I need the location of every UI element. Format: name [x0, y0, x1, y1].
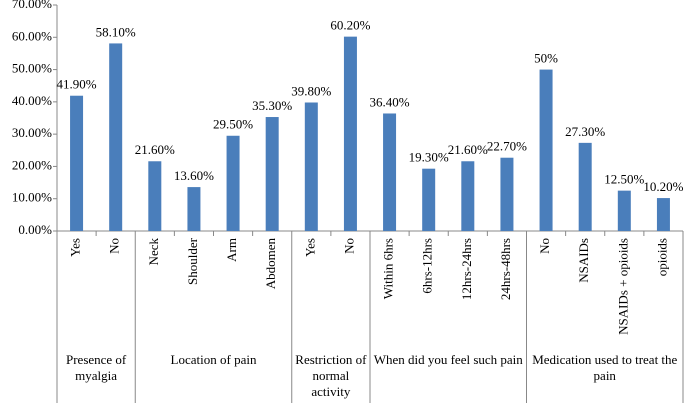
x-tick-label: NSAIDs + opioids [615, 238, 630, 335]
x-tick-label: Yes [68, 238, 83, 257]
bar [70, 95, 84, 231]
bar [539, 69, 553, 231]
group-label: Restriction of normal activity [295, 352, 367, 399]
value-label: 13.60% [174, 168, 214, 183]
bar [422, 168, 436, 231]
bar [304, 102, 318, 231]
bar [343, 36, 357, 231]
group-label: Medication used to treat the pain [532, 352, 678, 383]
value-label: 22.70% [487, 139, 527, 154]
bar [109, 43, 123, 231]
y-tick-label: 0.00% [18, 222, 52, 237]
bar [617, 190, 631, 231]
y-tick-label: 20.00% [12, 157, 52, 172]
value-label: 10.20% [643, 179, 683, 194]
bar [265, 117, 279, 231]
bar [578, 142, 592, 231]
bar [383, 113, 397, 231]
value-label: 36.40% [370, 94, 410, 109]
bar [656, 198, 670, 231]
y-tick-label: 40.00% [12, 93, 52, 108]
value-label: 41.90% [57, 77, 97, 92]
value-label: 27.30% [565, 124, 605, 139]
value-label: 35.30% [252, 98, 292, 113]
x-tick-label: 6hrs-12hrs [420, 238, 435, 294]
x-tick-label: No [537, 238, 552, 254]
bar [148, 161, 162, 231]
x-tick-label: NSAIDs [576, 238, 591, 283]
value-label: 60.20% [330, 18, 370, 33]
bar [226, 135, 240, 231]
y-tick-label: 50.00% [12, 61, 52, 76]
x-tick-label: 24hrs-48hrs [498, 238, 513, 300]
bar [461, 161, 475, 231]
y-tick-label: 30.00% [12, 125, 52, 140]
y-tick-label: 60.00% [12, 28, 52, 43]
value-label: 39.80% [291, 83, 331, 98]
group-label: When did you feel such pain [373, 352, 523, 367]
x-tick-label: Yes [302, 238, 317, 257]
bar [187, 187, 201, 231]
x-tick-label: opioids [654, 238, 669, 276]
value-label: 21.60% [135, 142, 175, 157]
value-label: 21.60% [448, 142, 488, 157]
y-tick-label: 10.00% [12, 190, 52, 205]
x-tick-label: Arm [224, 238, 239, 262]
x-tick-label: Neck [146, 238, 161, 266]
value-label: 12.50% [604, 172, 644, 187]
x-tick-label: Within 6hrs [381, 238, 396, 299]
group-label: Location of pain [170, 352, 257, 367]
bar [500, 157, 514, 231]
value-label: 50% [534, 51, 558, 66]
x-tick-label: 12hrs-24hrs [459, 238, 474, 300]
x-tick-label: No [107, 238, 122, 254]
x-tick-label: Abdomen [263, 238, 278, 290]
group-label: Presence of myalgia [65, 352, 127, 383]
y-tick-label: 70.00% [12, 0, 52, 11]
value-label: 29.50% [213, 117, 253, 132]
x-tick-label: Shoulder [185, 237, 200, 285]
value-label: 19.30% [409, 150, 449, 165]
value-label: 58.10% [96, 24, 136, 39]
x-tick-label: No [341, 238, 356, 254]
